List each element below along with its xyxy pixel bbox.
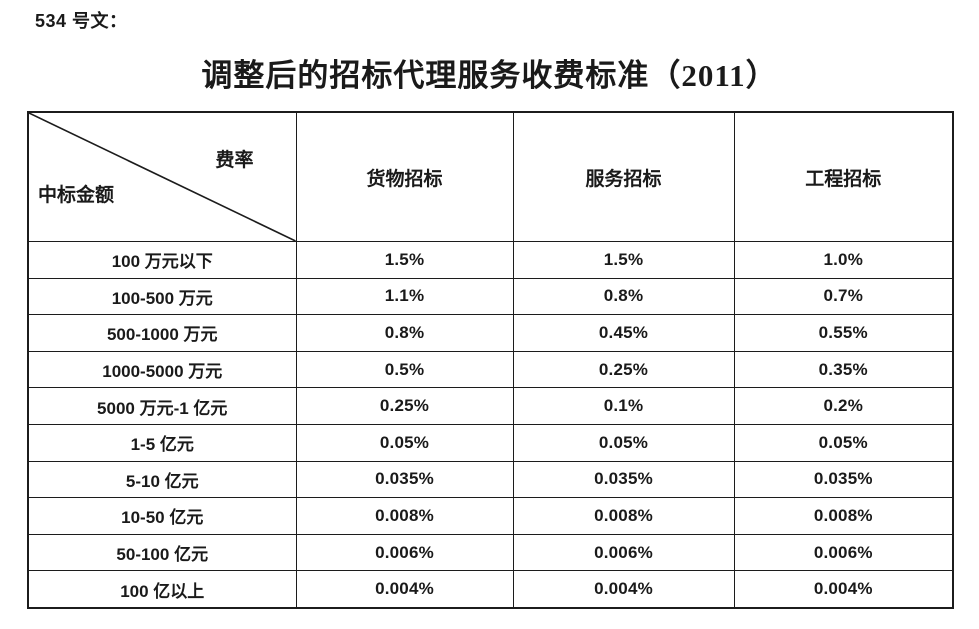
cell-goods-rate: 0.8% <box>295 314 514 352</box>
row-label: 5000 万元-1 亿元 <box>27 387 297 425</box>
cell-goods-rate: 0.25% <box>295 387 514 425</box>
cell-service-rate: 0.8% <box>512 277 735 316</box>
diagonal-divider-line <box>29 113 296 241</box>
header-row: 费率 中标金额 货物招标 服务招标 工程招标 <box>27 111 954 242</box>
table-row: 100-500 万元 1.1% 0.8% 0.7% <box>27 277 954 316</box>
cell-engineering-rate: 0.2% <box>733 387 954 425</box>
cell-engineering-rate: 0.35% <box>733 350 954 389</box>
cell-goods-rate: 1.1% <box>295 277 514 316</box>
row-label: 50-100 亿元 <box>27 533 297 572</box>
cell-service-rate: 0.45% <box>512 314 735 352</box>
cell-goods-rate: 0.006% <box>295 533 514 572</box>
row-label: 10-50 亿元 <box>27 497 297 535</box>
row-label: 5-10 亿元 <box>27 460 297 499</box>
table-row: 500-1000 万元 0.8% 0.45% 0.55% <box>27 314 954 352</box>
cell-engineering-rate: 0.7% <box>733 277 954 316</box>
cell-goods-rate: 0.004% <box>295 570 514 609</box>
cell-service-rate: 0.05% <box>512 423 735 462</box>
table-row: 1-5 亿元 0.05% 0.05% 0.05% <box>27 423 954 462</box>
row-label: 1-5 亿元 <box>27 423 297 462</box>
cell-goods-rate: 0.05% <box>295 423 514 462</box>
corner-label-fee-rate: 费率 <box>215 150 254 171</box>
table-corner-cell: 费率 中标金额 <box>27 111 297 242</box>
table-row: 10-50 亿元 0.008% 0.008% 0.008% <box>27 497 954 535</box>
page-title: 调整后的招标代理服务收费标准（2011） <box>201 58 778 93</box>
fee-table-header: 费率 中标金额 货物招标 服务招标 工程招标 <box>27 111 954 242</box>
cell-engineering-rate: 0.05% <box>733 423 954 462</box>
doc-number: 534 号文： <box>35 11 128 31</box>
cell-goods-rate: 0.008% <box>295 497 514 535</box>
cell-service-rate: 0.004% <box>512 570 735 609</box>
cell-engineering-rate: 0.008% <box>733 497 954 535</box>
column-header-service: 服务招标 <box>512 111 735 242</box>
column-header-engineering: 工程招标 <box>733 111 954 242</box>
row-label: 100-500 万元 <box>27 277 297 316</box>
cell-engineering-rate: 1.0% <box>733 241 954 279</box>
cell-service-rate: 0.006% <box>512 533 735 572</box>
table-row: 50-100 亿元 0.006% 0.006% 0.006% <box>27 533 954 572</box>
table-row: 1000-5000 万元 0.5% 0.25% 0.35% <box>27 350 954 389</box>
row-label: 100 亿以上 <box>27 570 297 609</box>
row-label: 100 万元以下 <box>27 241 297 279</box>
row-label: 1000-5000 万元 <box>27 350 297 389</box>
corner-label-bid-amount: 中标金额 <box>38 185 115 206</box>
cell-service-rate: 0.25% <box>512 350 735 389</box>
cell-service-rate: 1.5% <box>512 241 735 279</box>
row-label: 500-1000 万元 <box>27 314 297 352</box>
cell-engineering-rate: 0.004% <box>733 570 954 609</box>
table-row: 5000 万元-1 亿元 0.25% 0.1% 0.2% <box>27 387 954 425</box>
table-row: 100 万元以下 1.5% 1.5% 1.0% <box>27 241 954 279</box>
cell-engineering-rate: 0.035% <box>733 460 954 499</box>
fee-table-body: 100 万元以下 1.5% 1.5% 1.0% 100-500 万元 1.1% … <box>27 241 954 609</box>
column-header-goods: 货物招标 <box>295 111 514 242</box>
cell-service-rate: 0.1% <box>512 387 735 425</box>
fee-rate-table: 费率 中标金额 货物招标 服务招标 工程招标 100 万元以下 1.5% 1.5… <box>27 111 954 609</box>
cell-service-rate: 0.035% <box>512 460 735 499</box>
cell-engineering-rate: 0.006% <box>733 533 954 572</box>
table-row: 5-10 亿元 0.035% 0.035% 0.035% <box>27 460 954 499</box>
table-row: 100 亿以上 0.004% 0.004% 0.004% <box>27 570 954 609</box>
cell-goods-rate: 0.035% <box>295 460 514 499</box>
cell-service-rate: 0.008% <box>512 497 735 535</box>
cell-goods-rate: 1.5% <box>295 241 514 279</box>
cell-goods-rate: 0.5% <box>295 350 514 389</box>
cell-engineering-rate: 0.55% <box>733 314 954 352</box>
